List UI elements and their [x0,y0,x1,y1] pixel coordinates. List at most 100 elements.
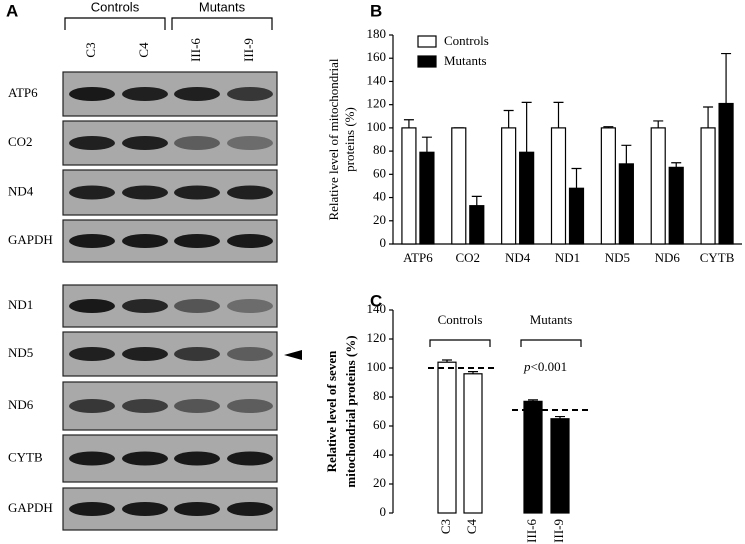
bar [718,102,734,245]
band [227,299,273,313]
y-tick-label: 140 [367,301,387,316]
arrowhead [284,350,302,360]
x-tick-label: C4 [464,519,479,535]
bar [618,163,634,245]
error-bar [471,195,482,206]
legend-swatch [417,55,437,68]
band [69,87,115,101]
y-tick-label: 60 [373,165,386,180]
row-label: ND1 [8,297,33,312]
y-tick-label: 0 [380,235,387,250]
panel-label: C [370,291,382,310]
band [227,502,273,516]
error-bar [521,101,532,153]
band [227,347,273,361]
y-tick-label: 60 [373,417,386,432]
bar [401,127,417,245]
y-axis-label: proteins (%) [342,107,357,172]
y-tick-label: 20 [373,475,386,490]
band [174,136,220,150]
bracket [520,339,582,347]
error-bar [571,167,582,189]
x-tick-label: ND5 [605,250,630,265]
bar [451,127,467,245]
panel-label: B [370,1,382,20]
band [174,234,220,248]
annotation-text: <0.001 [531,359,568,374]
band [122,234,168,248]
y-tick-label: 160 [367,49,387,64]
bar [700,127,716,245]
row-label: ND5 [8,345,33,360]
lane-label: C4 [136,42,151,58]
legend-label: Controls [444,33,489,48]
band [122,136,168,150]
bar [519,151,535,245]
bar [668,166,684,245]
x-tick-label: ATP6 [403,250,433,265]
annotation: p<0.001 [523,359,567,374]
bar [463,373,483,514]
x-tick-label: CYTB [700,250,735,265]
y-tick-label: 0 [380,504,387,519]
row-label: CO2 [8,134,33,149]
bar [650,127,666,245]
bracket [429,339,491,347]
bar [550,127,567,245]
y-tick-label: 40 [373,446,386,461]
x-tick-label: ND4 [505,250,531,265]
error-bar [721,52,732,104]
group-label: Controls [438,312,483,327]
bar [523,400,543,514]
bar [501,127,517,245]
band [122,87,168,101]
band [174,451,220,466]
row-label: ND4 [8,183,34,198]
band [69,502,115,516]
row-label: GAPDH [8,232,53,247]
error-bar [403,119,414,128]
lane-label: III-9 [241,38,256,62]
y-axis-label: Relative level of seven [324,350,339,472]
bar [469,205,485,245]
bar [568,187,585,245]
band [69,451,115,466]
band [174,347,220,361]
band [174,399,220,413]
band [174,502,220,516]
row-label: GAPDH [8,500,53,515]
band [227,451,273,466]
band [174,87,220,101]
row-label: CYTB [8,449,43,464]
y-axis-label: Relative level of mitochondrial [326,58,341,220]
band [227,234,273,248]
y-tick-label: 120 [367,330,387,345]
annotation-italic: p [523,359,531,374]
error-bar [653,120,664,128]
error-bar [621,144,632,164]
error-bar [553,101,564,128]
group-label: Mutants [199,0,246,14]
bar [600,127,616,245]
band [69,299,115,313]
band [122,399,168,413]
band [227,87,273,101]
bar [550,418,570,514]
band [227,399,273,413]
bracket [64,17,166,30]
lane-label: III-6 [188,38,203,62]
y-tick-label: 20 [373,212,386,227]
band [69,347,115,361]
x-tick-label: III-9 [551,519,566,543]
y-tick-label: 80 [373,142,386,157]
y-tick-label: 100 [367,359,387,374]
band [174,185,220,200]
band [69,136,115,150]
band [122,502,168,516]
y-tick-label: 180 [367,26,387,41]
band [174,299,220,313]
row-label: ATP6 [8,85,38,100]
y-tick-label: 140 [367,72,387,87]
lane-label: C3 [83,42,98,57]
error-bar [503,109,514,128]
